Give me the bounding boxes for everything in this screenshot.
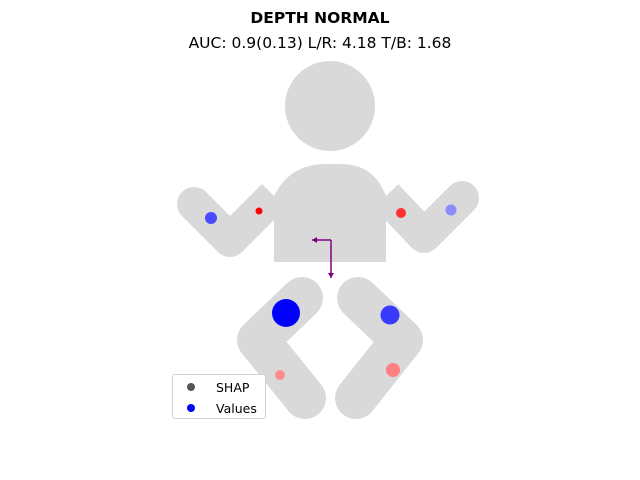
marker-left-shoulder (255, 207, 263, 215)
head-shape (285, 61, 375, 151)
legend-marker-shap (187, 383, 195, 391)
legend: SHAP Values (172, 374, 266, 419)
direction-arrows (312, 237, 334, 278)
chart-title: DEPTH NORMAL (250, 9, 390, 27)
legend-label-shap: SHAP (216, 379, 250, 395)
legend-marker-values (187, 404, 195, 412)
marker-left-thigh (272, 299, 300, 327)
body-silhouette (177, 61, 479, 419)
right-leg-shape (335, 277, 423, 419)
marker-right-thigh (380, 305, 400, 325)
right-forearm-shape (407, 181, 479, 253)
arrow-left (312, 237, 331, 243)
marker-left-shin (275, 370, 285, 380)
arrow-down (328, 240, 334, 278)
torso-shape (274, 164, 386, 262)
legend-label-values: Values (216, 400, 257, 416)
value-markers (205, 204, 457, 380)
chart-subtitle: AUC: 0.9(0.13) L/R: 4.18 T/B: 1.68 (188, 34, 452, 52)
marker-right-hand (445, 204, 457, 216)
marker-right-shin (386, 363, 400, 377)
marker-right-shoulder (396, 208, 406, 218)
marker-left-hand (205, 212, 217, 224)
